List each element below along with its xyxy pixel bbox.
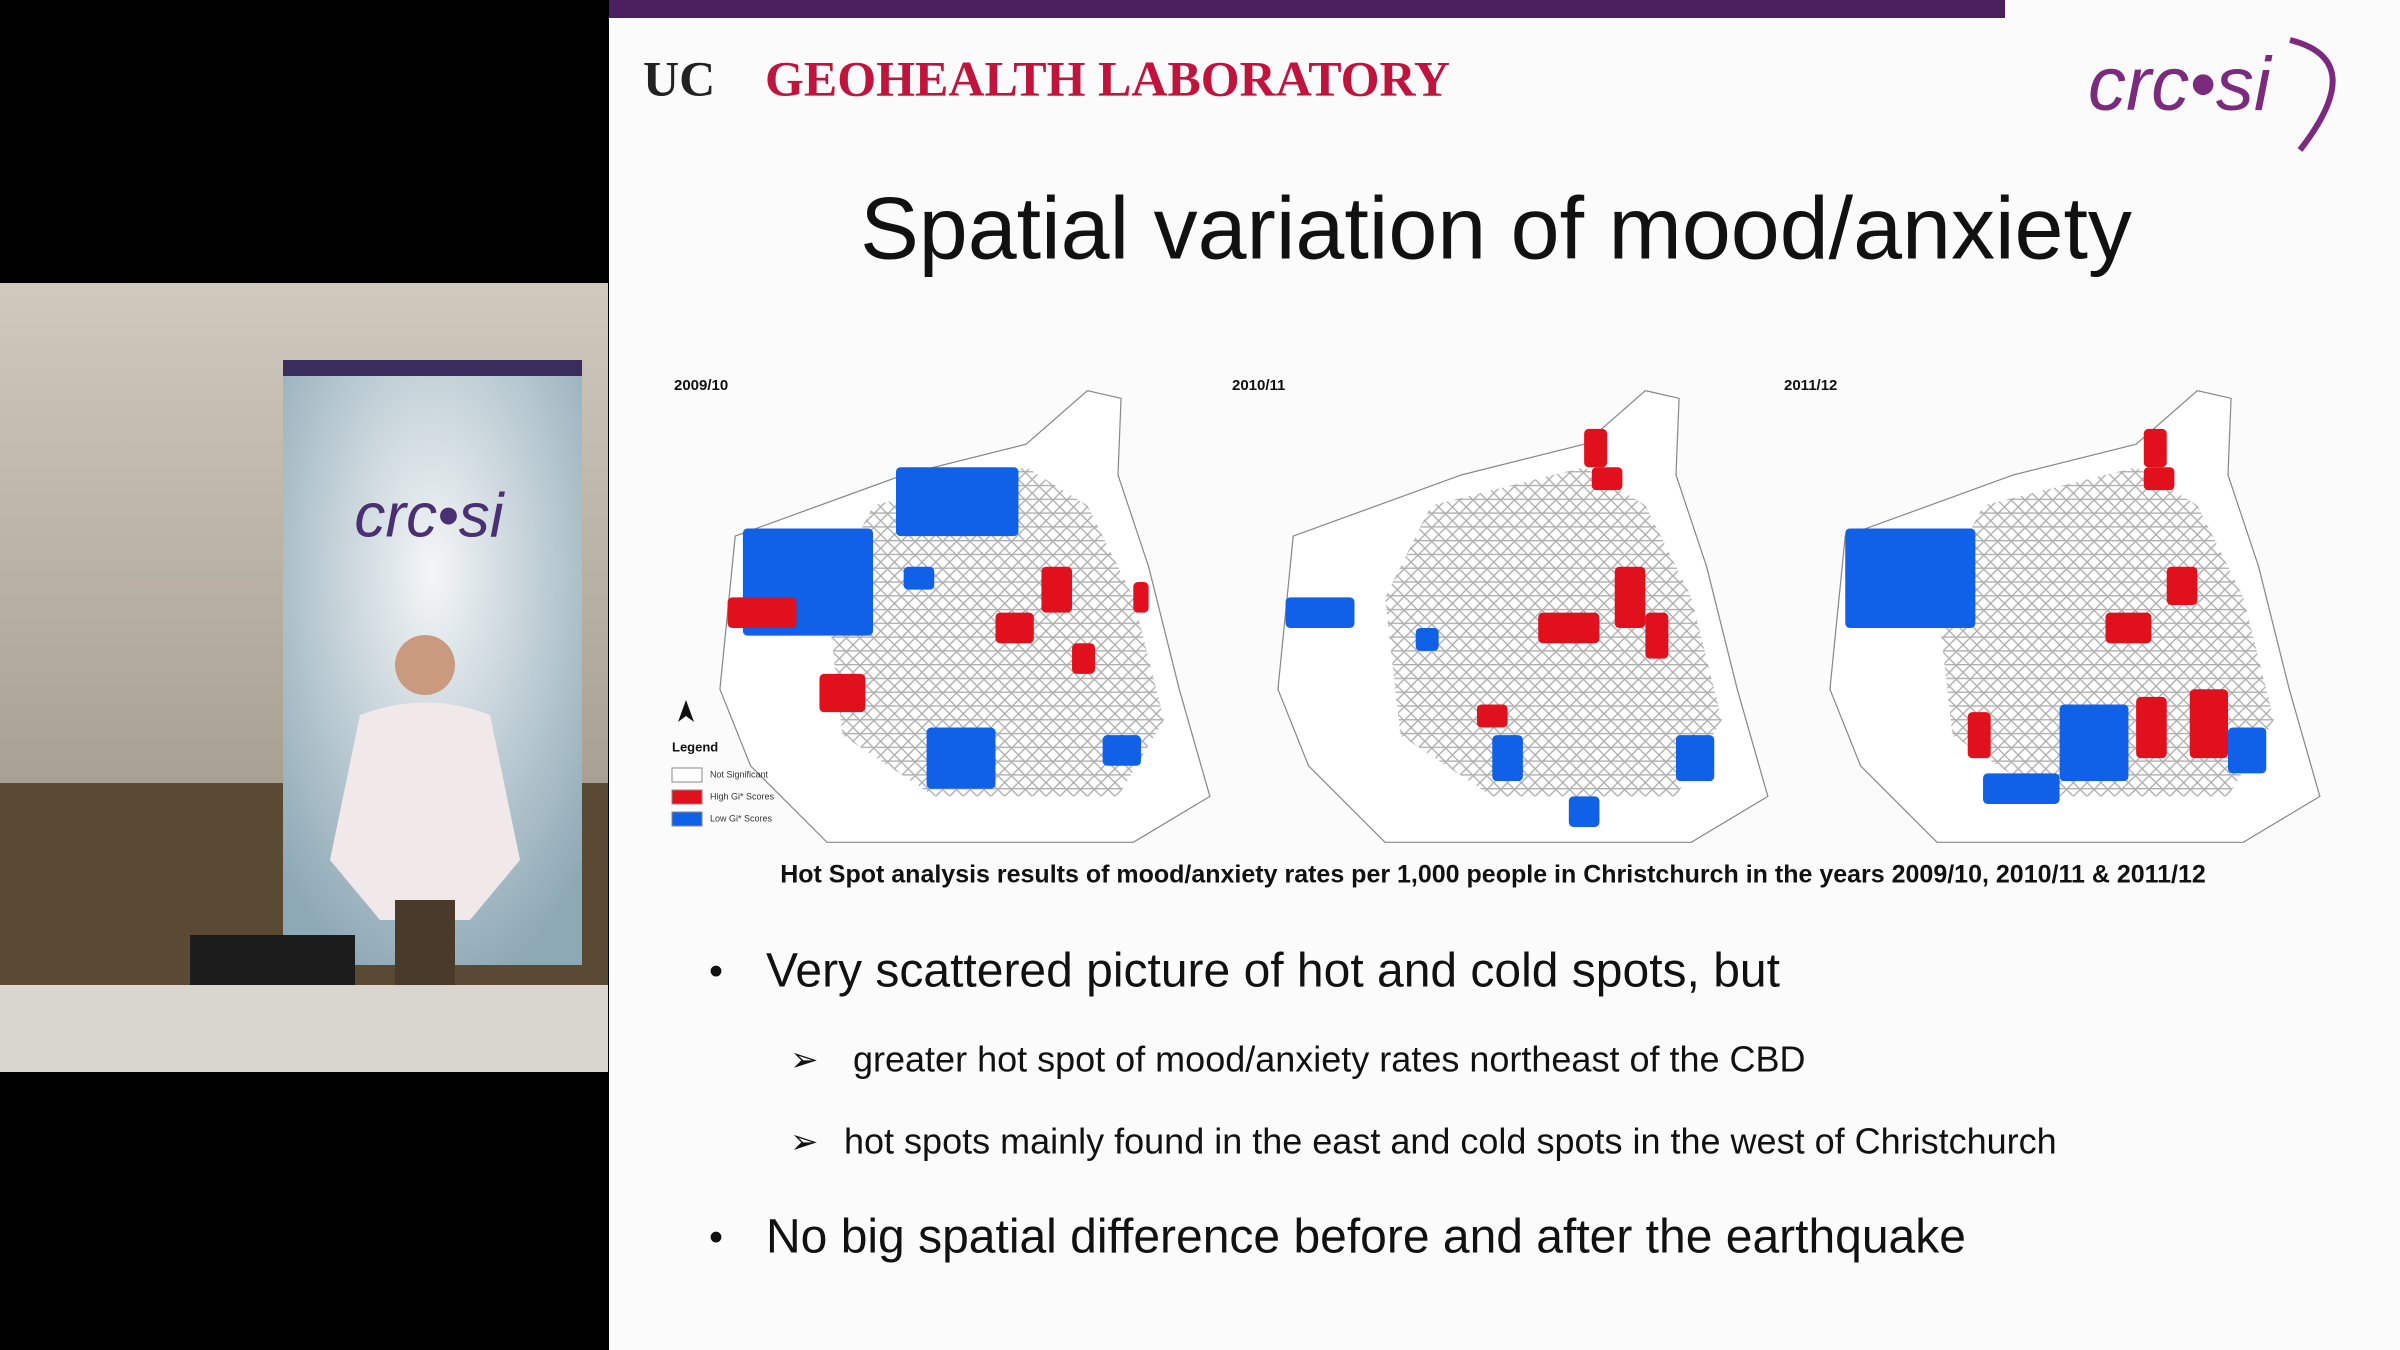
- hot-spot: [1584, 428, 1608, 468]
- cold-spot: [1492, 735, 1523, 782]
- hot-spot: [1476, 704, 1508, 728]
- cold-spot: [926, 727, 996, 789]
- slide-top-bar: [609, 0, 2005, 18]
- hot-spot: [727, 597, 797, 628]
- hot-spot: [2136, 696, 2167, 759]
- speaker-legs: [395, 900, 455, 985]
- speaker-shirt: [330, 702, 520, 920]
- lab-name: GEOHEALTH LABORATORY: [765, 50, 1450, 106]
- hot-spot: [1538, 612, 1600, 644]
- crcsi-swoosh: [2289, 37, 2336, 152]
- legend-swatch: [671, 767, 703, 783]
- hot-spot: [2143, 467, 2175, 491]
- legend-item: Not Significant: [710, 769, 769, 779]
- banner-logo: crc•si: [354, 481, 505, 550]
- uc-logo: UC: [643, 50, 715, 106]
- map-mesh: [1937, 467, 2274, 797]
- legend-swatch: [671, 789, 703, 805]
- hot-spot: [2105, 612, 2152, 644]
- cold-spot: [1415, 627, 1439, 651]
- sub-bullet: greater hot spot of mood/anxiety rates n…: [853, 1039, 1806, 1080]
- sub-arrow: ➢: [790, 1123, 819, 1161]
- sub-arrow: ➢: [790, 1041, 819, 1079]
- cold-spot: [2227, 727, 2267, 774]
- legend-swatch: [671, 811, 703, 827]
- hot-spot: [995, 612, 1034, 644]
- maps: 2009/10 2010/11 2011/12 Legend Not Significa…: [671, 377, 2321, 843]
- hot-spot: [2189, 689, 2228, 759]
- hot-spot: [1645, 612, 1669, 659]
- map: [1277, 389, 1769, 843]
- legend-item: High Gi* Scores: [710, 791, 775, 801]
- map-label: 2010/11: [1232, 377, 1285, 394]
- cold-spot: [895, 467, 1019, 537]
- north-arrow: [678, 700, 694, 722]
- map-label: 2009/10: [674, 377, 728, 394]
- cold-spot: [1845, 528, 1976, 628]
- legend-title: Legend: [672, 739, 718, 754]
- video-panel: crc•si: [0, 283, 608, 1072]
- map-mesh: [827, 467, 1164, 797]
- map: [719, 389, 1211, 843]
- map: [1829, 389, 2321, 843]
- laptop: [190, 935, 355, 985]
- cold-spot: [1568, 796, 1600, 827]
- bullet-dot: •: [709, 950, 723, 994]
- cold-spot: [903, 566, 935, 590]
- slide-title: Spatial variation of mood/anxiety: [860, 178, 2132, 277]
- bullet-dot: •: [709, 1216, 723, 1260]
- bullet: No big spatial difference before and aft…: [766, 1211, 1966, 1264]
- hot-spot: [1967, 712, 1991, 759]
- cold-spot: [1675, 735, 1715, 782]
- hot-spot: [1133, 582, 1149, 613]
- sub-bullet: hot spots mainly found in the east and c…: [844, 1121, 2057, 1162]
- cold-spot: [1102, 735, 1141, 766]
- hot-spot: [2143, 428, 2167, 468]
- hot-spot: [1614, 566, 1646, 628]
- hot-spot: [2166, 566, 2198, 605]
- legend-item: Low Gi* Scores: [710, 813, 773, 823]
- cold-spot: [1285, 597, 1355, 628]
- hot-spot: [1591, 467, 1623, 491]
- speaker-head: [395, 635, 455, 695]
- cold-spot: [1983, 773, 2060, 805]
- hot-spot: [1072, 643, 1096, 674]
- crcsi-logo: crc•si: [2088, 42, 2273, 127]
- hot-spot: [1041, 566, 1073, 613]
- bullet: Very scattered picture of hot and cold s…: [766, 945, 1780, 998]
- caption: Hot Spot analysis results of mood/anxiet…: [780, 861, 2206, 889]
- hot-spot: [819, 673, 866, 713]
- map-label: 2011/12: [1784, 377, 1837, 394]
- banner-top: [283, 360, 582, 376]
- desk: [0, 985, 608, 1072]
- cold-spot: [2059, 704, 2129, 782]
